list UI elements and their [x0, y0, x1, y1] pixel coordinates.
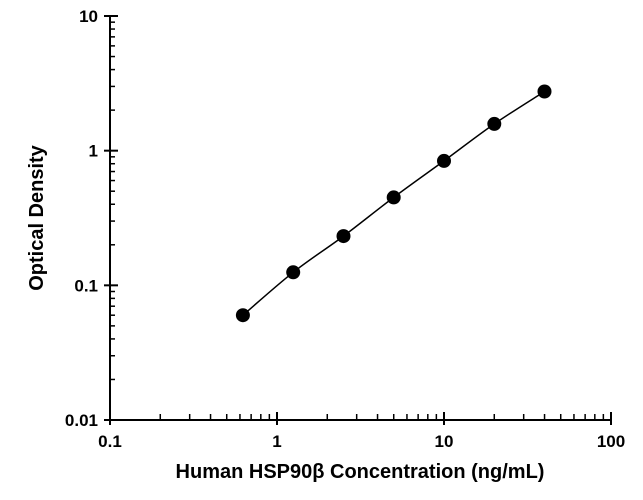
- data-point: [487, 116, 502, 131]
- y-tick-label: 1: [89, 142, 98, 161]
- axes: [104, 15, 612, 425]
- data-point: [336, 229, 351, 244]
- x-tick-label: 1: [272, 432, 281, 451]
- y-tick-label: 0.1: [74, 276, 98, 295]
- x-axis-title: Human HSP90β Concentration (ng/mL): [176, 461, 545, 483]
- x-tick-label: 10: [435, 432, 454, 451]
- data-point: [537, 84, 552, 99]
- y-tick-label: 10: [79, 7, 98, 26]
- x-tick-label: 0.1: [98, 432, 122, 451]
- data-point: [386, 190, 401, 205]
- data-point: [286, 265, 301, 280]
- data-point: [235, 308, 250, 323]
- y-tick-label: 0.01: [65, 411, 98, 430]
- y-axis-title: Optical Density: [26, 144, 48, 290]
- x-tick-label: 100: [597, 432, 625, 451]
- data-point: [437, 153, 451, 168]
- data-series: [235, 84, 552, 323]
